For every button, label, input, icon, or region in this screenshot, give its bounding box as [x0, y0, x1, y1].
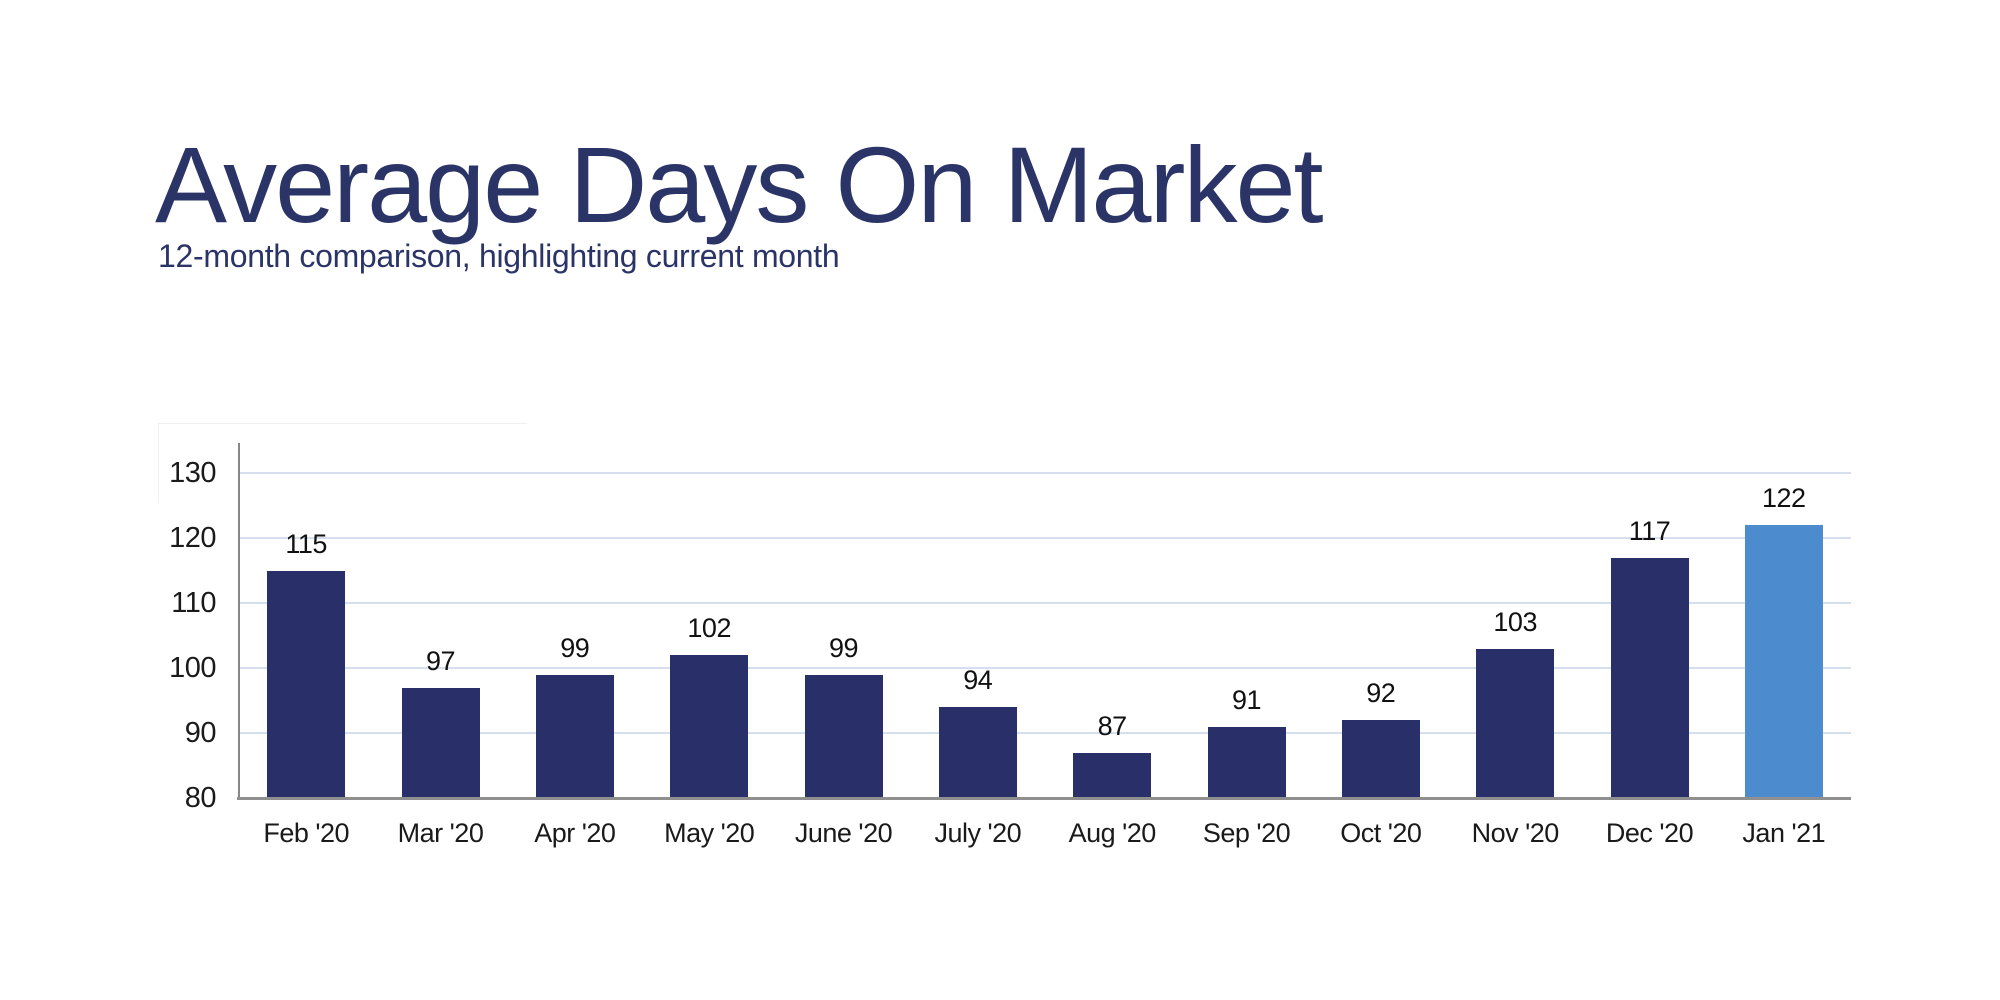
- bar-jan-21-highlighted: [1744, 525, 1823, 798]
- y-tick-label-130: 130: [169, 457, 216, 489]
- x-tick-label-july-20: July '20: [934, 818, 1022, 848]
- bar-value-label-june-20: 99: [828, 632, 859, 663]
- x-tick-label-dec-20: Dec '20: [1605, 818, 1694, 848]
- x-tick-label-mar-20: Mar '20: [397, 818, 484, 848]
- x-tick-label-june-20: June '20: [794, 818, 893, 848]
- y-tick-label-90: 90: [184, 717, 217, 749]
- x-tick-label-sep-20: Sep '20: [1202, 818, 1291, 848]
- x-tick-label-oct-20: Oct '20: [1340, 818, 1422, 848]
- x-axis-line: [237, 797, 1851, 800]
- bar-nov-20: [1476, 648, 1555, 798]
- x-tick-label-may-20: May '20: [664, 818, 755, 848]
- gridline-90: [239, 732, 1851, 734]
- gridline-120: [239, 537, 1851, 539]
- page-subtitle: 12-month comparison, highlighting curren…: [158, 238, 840, 274]
- y-tick-label-80: 80: [184, 782, 217, 814]
- bar-value-label-apr-20: 99: [560, 632, 590, 663]
- bar-value-label-sep-20: 91: [1231, 684, 1262, 715]
- y-tick-label-120: 120: [169, 522, 216, 554]
- bar-may-20: [670, 655, 749, 798]
- gridline-100: [239, 667, 1851, 669]
- bar-value-label-jan-21: 122: [1762, 483, 1806, 513]
- bar-mar-20: [401, 687, 480, 798]
- x-tick-label-jan-21: Jan '21: [1742, 818, 1826, 848]
- x-tick-label-nov-20: Nov '20: [1471, 818, 1560, 848]
- gridline-110: [239, 602, 1851, 604]
- bar-july-20: [938, 707, 1017, 798]
- gridline-130: [239, 472, 1851, 474]
- y-tick-label-110: 110: [171, 587, 216, 619]
- plot-background-artifact-left: [158, 423, 159, 503]
- y-tick-label-100: 100: [169, 652, 216, 684]
- bar-aug-20: [1073, 752, 1152, 798]
- x-tick-label-feb-20: Feb '20: [263, 818, 350, 848]
- bar-dec-20: [1610, 557, 1689, 798]
- bar-value-label-mar-20: 97: [425, 645, 456, 676]
- bar-oct-20: [1341, 720, 1420, 798]
- bar-june-20: [804, 674, 883, 798]
- x-tick-label-aug-20: Aug '20: [1068, 818, 1157, 848]
- x-tick-label-apr-20: Apr '20: [534, 818, 616, 848]
- bar-value-label-feb-20: 115: [285, 528, 327, 559]
- bar-value-label-oct-20: 92: [1366, 678, 1396, 708]
- bar-value-label-nov-20: 103: [1493, 606, 1537, 637]
- page-title: Average Days On Market: [155, 124, 1324, 245]
- y-axis-line: [238, 443, 240, 799]
- bar-value-label-may-20: 102: [687, 613, 731, 643]
- plot-background-artifact-top: [158, 423, 527, 424]
- bar-sep-20: [1207, 726, 1286, 798]
- bar-value-label-july-20: 94: [963, 665, 993, 695]
- bar-apr-20: [535, 674, 614, 798]
- bar-value-label-dec-20: 117: [1628, 515, 1671, 546]
- bar-value-label-aug-20: 87: [1097, 710, 1128, 741]
- bar-feb-20: [267, 570, 346, 798]
